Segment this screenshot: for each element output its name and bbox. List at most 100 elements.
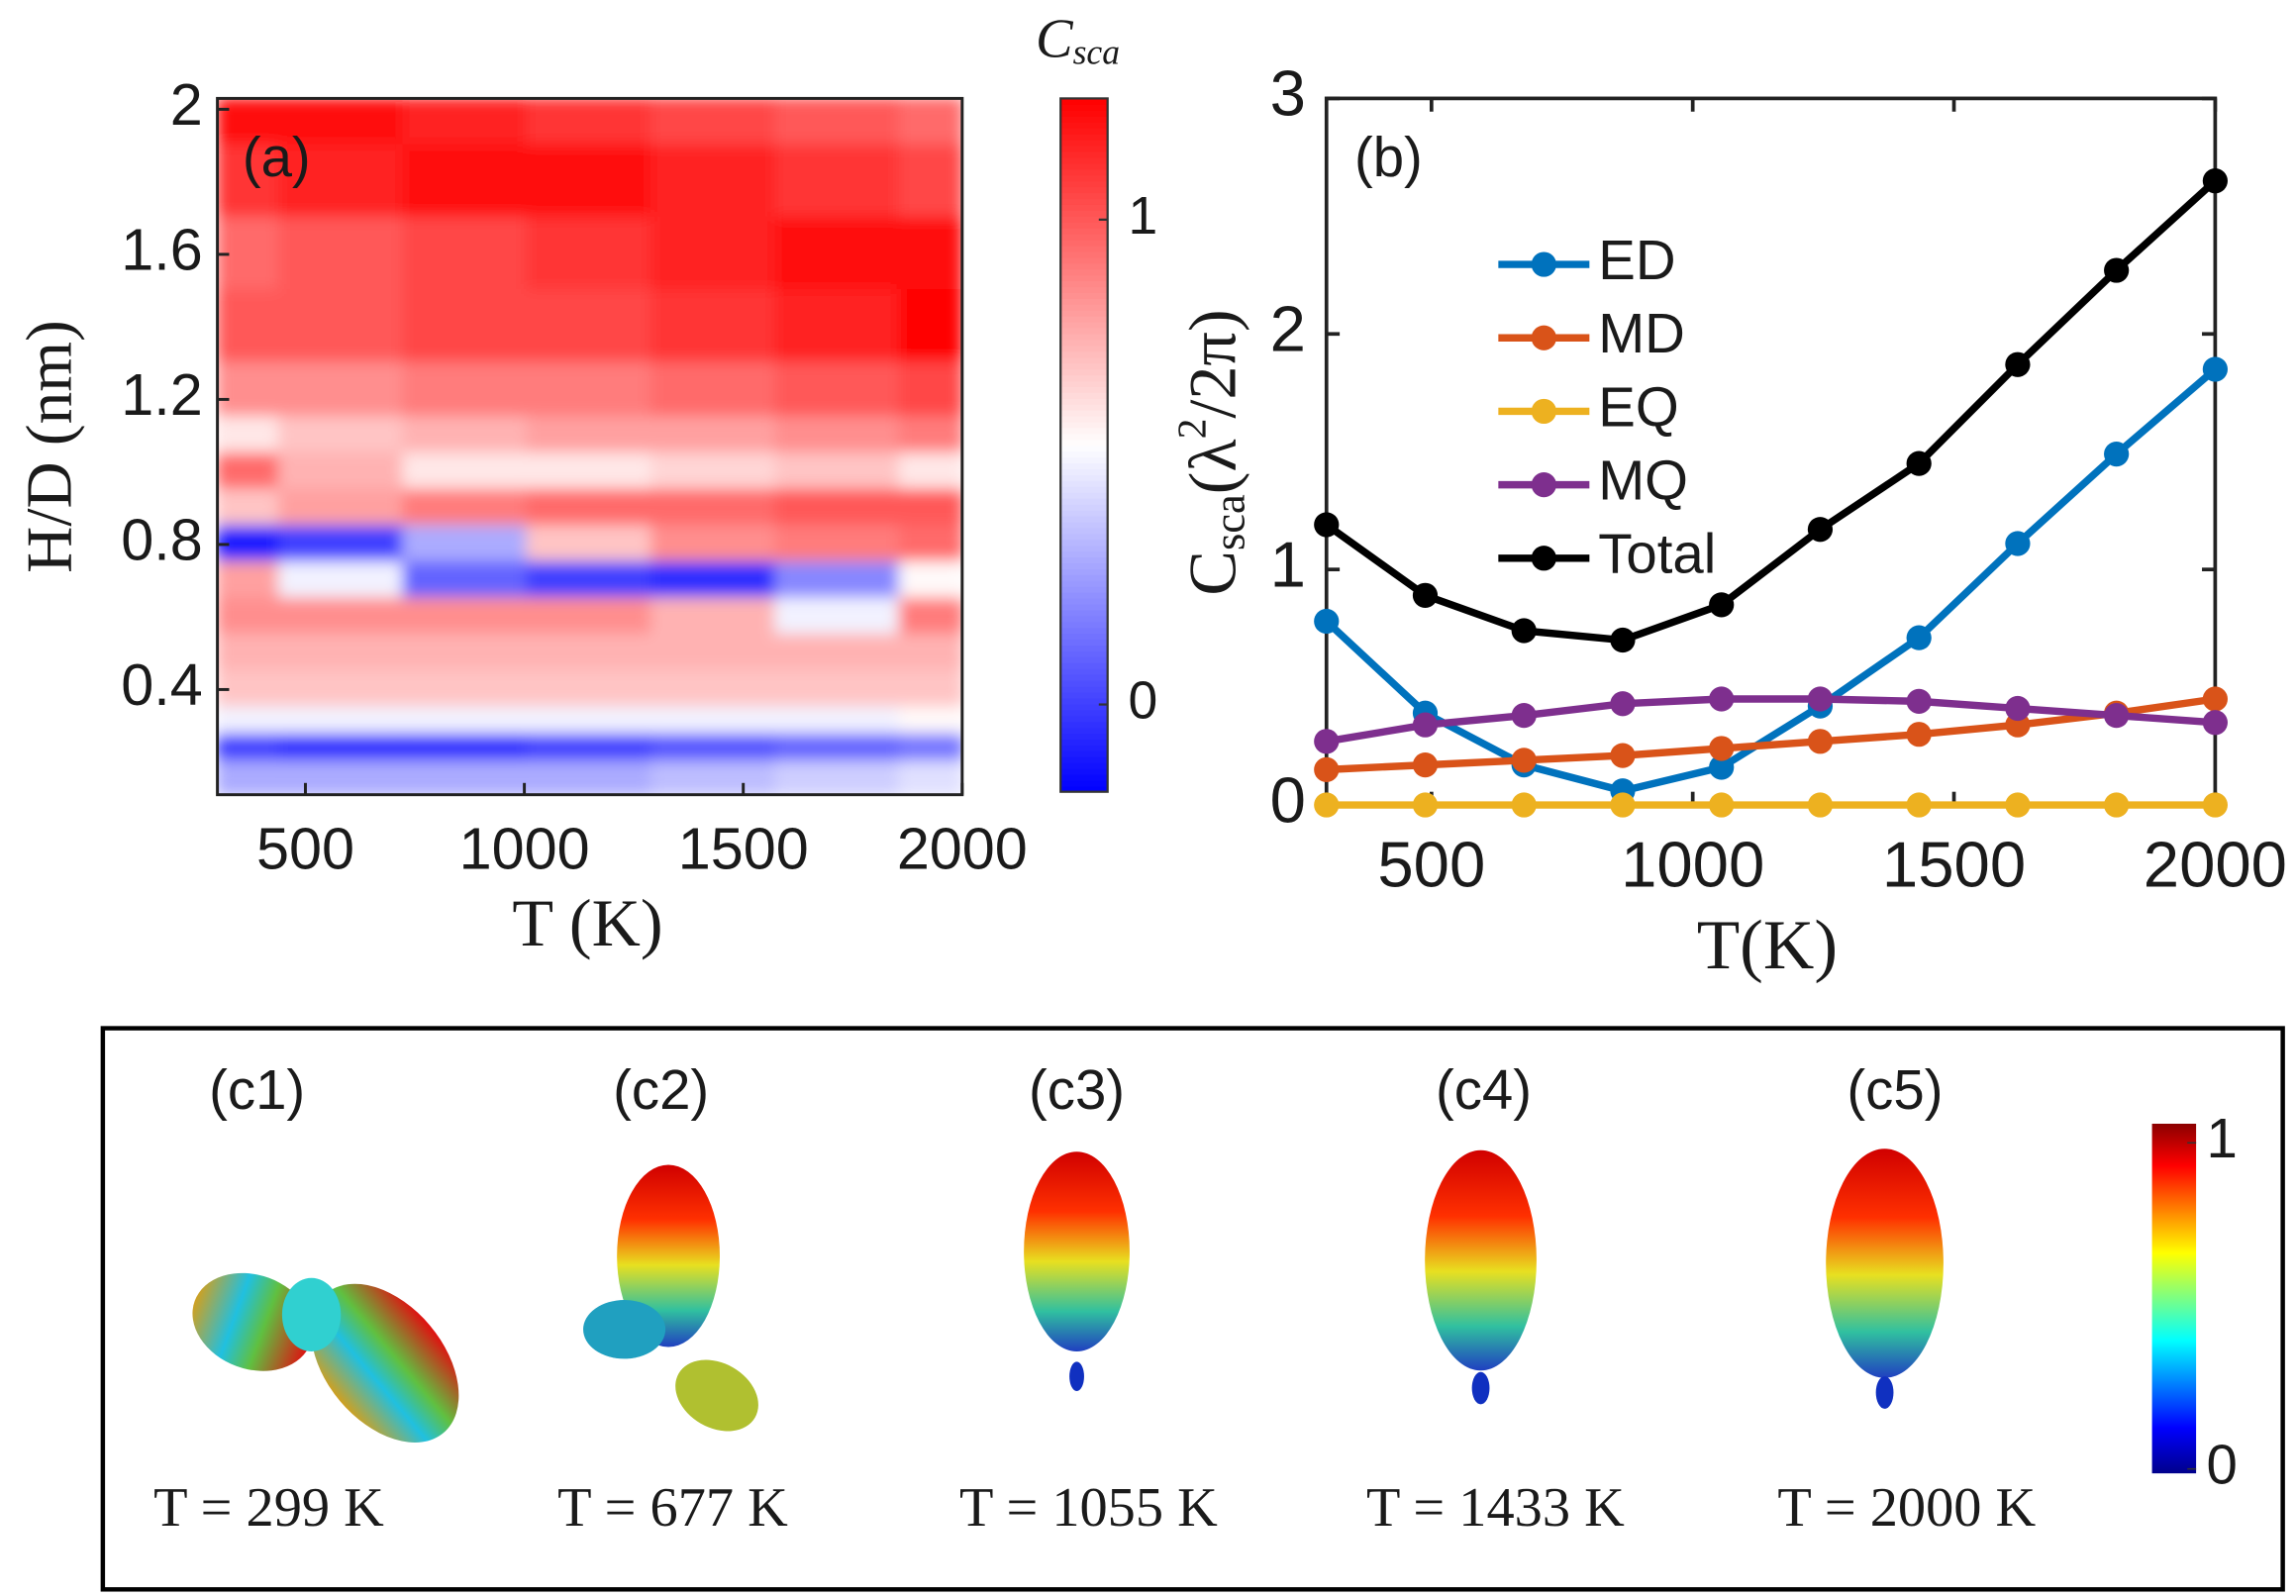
y-axis-label-part: C <box>1174 550 1249 596</box>
colorbar-slice <box>1060 185 1108 194</box>
heatmap-cell <box>774 669 902 710</box>
colorbar-slice <box>1060 127 1108 135</box>
heatmap-cell <box>774 451 902 492</box>
heatmap-cell <box>277 488 406 529</box>
y-axis-label-part: 2 <box>1168 419 1214 440</box>
heatmap-cell <box>402 289 530 365</box>
heatmap-cell <box>774 634 902 673</box>
data-point <box>1709 592 1735 618</box>
data-point <box>2005 792 2031 818</box>
heatmap-cell <box>774 733 902 764</box>
heatmap-cell <box>217 597 281 637</box>
heatmap-cell <box>898 634 962 673</box>
colorbar-slice <box>1060 561 1108 569</box>
colorbar-slice <box>1060 432 1108 441</box>
colorbar-slice <box>1060 315 1108 323</box>
x-tick-label: 2000 <box>897 816 1028 882</box>
colorbar-slice <box>1060 156 1108 164</box>
heatmap-cell <box>898 706 962 737</box>
colorbar-tick-label: 0 <box>2206 1434 2237 1496</box>
heatmap-cell <box>650 361 778 420</box>
colorbar-slice <box>1060 673 1108 681</box>
colorbar-slice <box>1060 538 1108 547</box>
y-axis-label-part: sca <box>1205 494 1254 550</box>
colorbar-slice <box>1060 309 1108 317</box>
x-tick-label: 500 <box>1377 829 1485 901</box>
heatmap-cell <box>774 560 902 601</box>
heatmap-cell <box>898 216 962 293</box>
heatmap-cell <box>650 451 778 492</box>
data-point <box>2104 703 2130 729</box>
heatmap-cell <box>402 144 530 220</box>
data-point <box>1807 686 1834 712</box>
heatmap-area <box>217 98 962 795</box>
colorbar-slice <box>1060 649 1108 657</box>
heatmap-cell <box>898 416 962 455</box>
colorbar-slice <box>1060 773 1108 781</box>
colorbar-c <box>2151 1124 2197 1474</box>
colorbar-slice <box>1060 497 1108 505</box>
axes-frame <box>216 96 964 797</box>
colorbar-slice <box>1060 397 1108 405</box>
data-point <box>2202 710 2228 736</box>
subpanel-label: (c3) <box>1029 1058 1125 1121</box>
colorbar-slice <box>1060 227 1108 235</box>
colorbar-slice <box>1060 273 1108 282</box>
colorbar-slice <box>1060 167 1108 176</box>
heatmap-cell <box>898 597 962 637</box>
heatmap-cell <box>217 289 281 365</box>
heatmap-cell <box>277 760 406 795</box>
colorbar-slice <box>1060 333 1108 341</box>
colorbar-slice <box>1060 349 1108 358</box>
colorbar-slice <box>1060 491 1108 499</box>
data-point <box>1906 625 1932 650</box>
data-point <box>1709 686 1735 712</box>
subpanel-label: (c2) <box>613 1058 709 1121</box>
colorbar-slice <box>1060 485 1108 493</box>
colorbar-slice <box>1060 679 1108 687</box>
x-tick-label: 1000 <box>459 816 590 882</box>
colorbar-slice <box>1060 409 1108 417</box>
heatmap-cell <box>526 560 653 601</box>
colorbar-slice <box>1060 479 1108 487</box>
heatmap-cell <box>650 144 778 220</box>
colorbar-slice <box>1060 555 1108 563</box>
colorbar-slice <box>1060 233 1108 241</box>
y-axis-label-part: /2π) <box>1174 309 1249 418</box>
lobe <box>675 1359 758 1432</box>
data-point <box>2104 792 2130 818</box>
colorbar-slice <box>1060 755 1108 763</box>
series-line <box>1326 695 2216 774</box>
colorbar-slice <box>1060 391 1108 399</box>
lobe <box>617 1164 721 1347</box>
colorbar-slice <box>1060 779 1108 787</box>
heatmap-cell <box>402 451 530 492</box>
heatmap-cell <box>898 289 962 365</box>
heatmap-cell <box>277 597 406 637</box>
colorbar-frame <box>1059 97 1109 793</box>
colorbar-slice <box>1060 361 1108 370</box>
colorbar-slice <box>1060 438 1108 447</box>
heatmap-cell <box>402 733 530 764</box>
heatmap-cell <box>217 488 281 529</box>
colorbar-slice <box>1060 767 1108 775</box>
heatmap-cell <box>774 361 902 420</box>
heatmap-cell <box>774 144 902 220</box>
heatmap-cell <box>898 525 962 564</box>
heatmap-cell <box>217 560 281 601</box>
heatmap-cell <box>898 144 962 220</box>
heatmap-cell <box>774 416 902 455</box>
heatmap-cell <box>650 634 778 673</box>
legend-marker <box>1531 251 1556 277</box>
heatmap-cell <box>402 560 530 601</box>
colorbar-slice <box>1060 526 1108 535</box>
heatmap-cell <box>277 216 406 293</box>
colorbar-slice <box>1060 461 1108 470</box>
colorbar-slice <box>1060 467 1108 475</box>
colorbar-slice <box>1060 708 1108 717</box>
colorbar-slice <box>1060 503 1108 511</box>
y-tick-label: 0.8 <box>121 507 202 573</box>
temperature-caption: T = 2000 K <box>1777 1477 2036 1539</box>
lobe <box>583 1300 666 1359</box>
heatmap-cell <box>898 669 962 710</box>
